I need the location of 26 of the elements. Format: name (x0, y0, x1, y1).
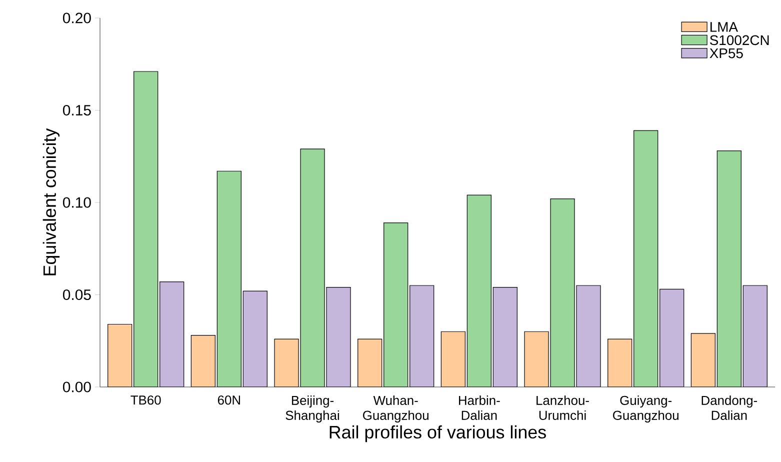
bar (608, 339, 632, 387)
x-axis-title: Rail profiles of various lines (330, 425, 546, 442)
bar (441, 332, 466, 387)
x-tick-label: Dandong-Dalian (702, 396, 758, 420)
y-tick-label: 0.00 (62, 382, 91, 392)
bar (191, 335, 216, 387)
x-tick-label: TB60 (130, 396, 161, 405)
bar (108, 324, 132, 387)
bar (524, 332, 549, 387)
x-tick-label: Lanzhou-Urumchi (536, 396, 589, 420)
legend-label: S1002CN (710, 35, 769, 46)
bar (274, 339, 299, 387)
y-tick-label: 0.10 (62, 197, 91, 208)
x-tick-label: Guiyang-Guangzhou (613, 396, 678, 423)
y-axis-title: Equivalent conicity (42, 128, 60, 276)
legend-label: XP55 (710, 48, 743, 58)
x-tick-label: Harbin-Dalian (459, 396, 500, 420)
x-tick-label: Beijing-Shanghai (286, 396, 339, 423)
y-tick-label: 0.20 (62, 12, 91, 24)
y-tick-label: 0.15 (62, 104, 91, 116)
x-tick-label: 60N (218, 396, 240, 405)
x-tick-label: Wuhan-Guangzhou (363, 396, 428, 423)
bar (358, 339, 382, 387)
y-tick-label: 0.05 (62, 289, 91, 300)
legend-label: LMA (710, 22, 738, 32)
bar (690, 333, 716, 387)
